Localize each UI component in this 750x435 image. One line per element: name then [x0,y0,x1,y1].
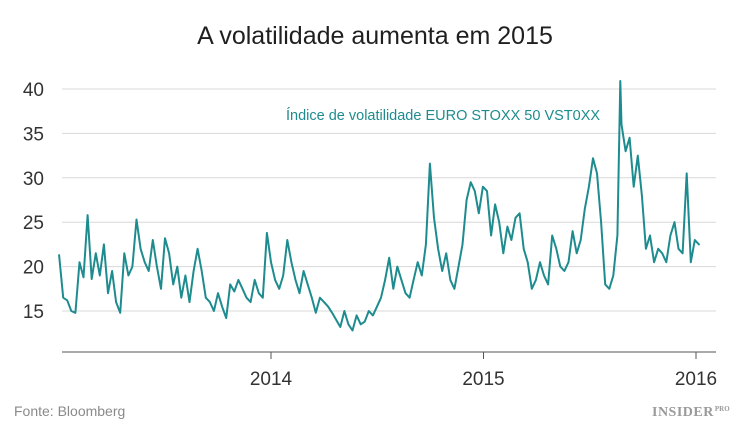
y-tick-label: 20 [23,258,44,279]
y-tick-label: 15 [23,302,44,323]
series-line-vstoxx [58,80,700,332]
publisher-logo: INSIDERPRO [652,405,730,421]
y-axis: 15 20 25 30 35 40 [23,80,44,323]
y-tick-label: 40 [23,80,44,101]
x-tick-label: 2015 [462,369,504,390]
chart-title: A volatilidade aumenta em 2015 [197,22,553,50]
x-tick-label: 2014 [250,369,293,390]
source-note: Fonte: Bloomberg [14,403,126,419]
x-tick-label: 2016 [675,369,717,390]
series-annotation: Índice de volatilidade EURO STOXX 50 VST… [286,107,600,124]
y-tick-label: 35 [23,124,44,145]
y-tick-label: 25 [23,213,44,234]
y-tick-label: 30 [23,169,44,190]
x-axis: 2014 2015 2016 [62,351,717,390]
logo-suffix: PRO [714,405,730,413]
series-lines [58,80,700,332]
logo-wordmark: INSIDER [652,405,714,420]
